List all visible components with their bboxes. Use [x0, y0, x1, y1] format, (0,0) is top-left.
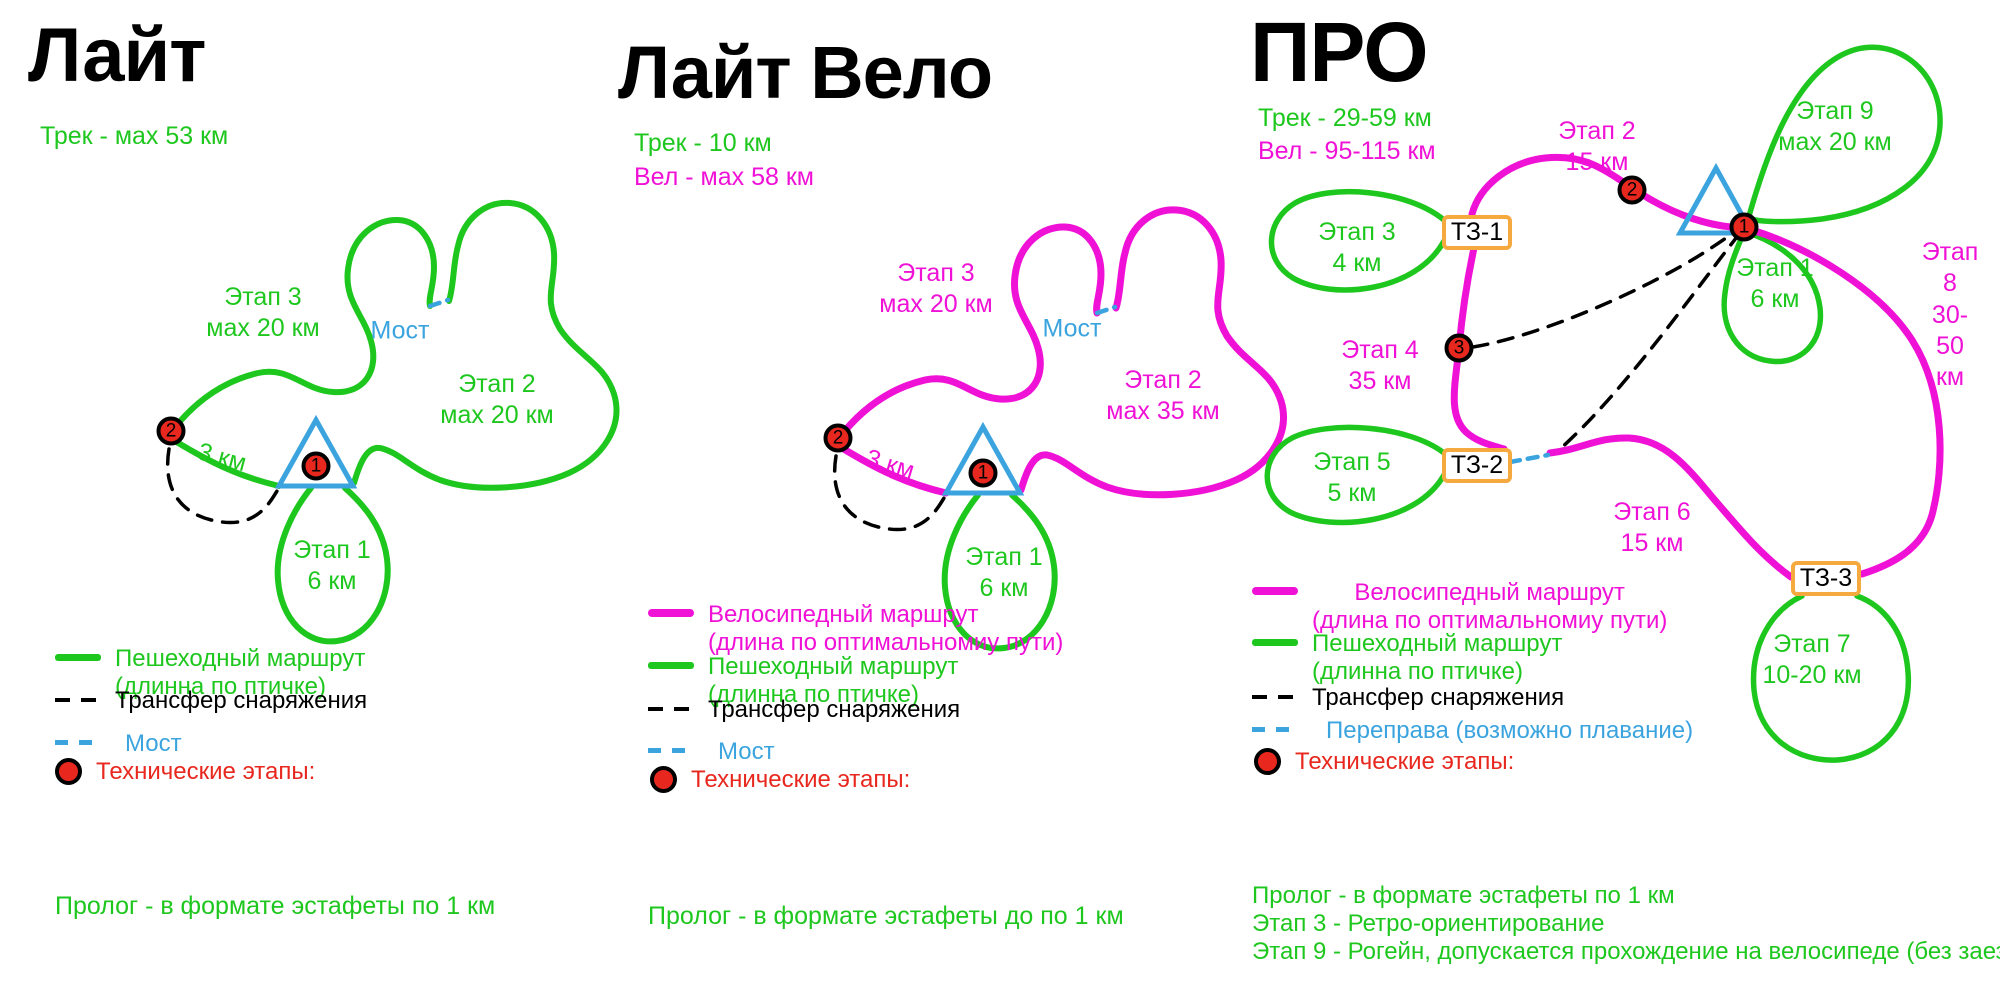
pro-legend-crossing: Переправа (возможно плавание) — [1252, 717, 1693, 745]
pro-track-info: Трек - 29-59 км — [1258, 104, 1432, 132]
pro-title: ПРО — [1250, 5, 1429, 99]
pro-bike-info: Вел - 95-115 км — [1258, 137, 1436, 165]
bike-legend-transfer: Трансфер снаряжения — [648, 696, 960, 724]
pro-stage1-loop — [1721, 229, 1824, 365]
bike-stage3-label: Этап 3 мах 20 км — [879, 258, 993, 318]
pro-stage5-loop — [1264, 424, 1447, 526]
light-legend-walk: Пешеходный маршрут (длинна по птичке) — [55, 645, 365, 700]
pro-stage8-label: Этап 8 30-50 км — [1921, 237, 1979, 391]
pro-stage3-loop — [1268, 188, 1447, 293]
light-stage2-label: Этап 2 мах 20 км — [440, 369, 554, 429]
pro-route-map — [1264, 44, 1944, 763]
light-bridge-label: Мост — [370, 316, 430, 345]
bike-stage2-label: Этап 2 мах 35 км — [1106, 365, 1220, 425]
pro-legend-transfer: Трансфер снаряжения — [1252, 684, 1564, 712]
pro-stage2-label: Этап 2 15 км — [1558, 116, 1636, 176]
pro-stage7-loop — [1750, 593, 1912, 763]
light-track-info: Трек - мах 53 км — [40, 122, 229, 150]
pro-footer-note-3: Этап 9 - Рогейн, допускается прохождение… — [1252, 938, 2000, 965]
pro-footer-note-1: Пролог - в формате эстафеты по 1 км — [1252, 882, 1675, 909]
light-legend-transfer: Трансфер снаряжения — [55, 687, 367, 715]
pro-stage7-label: Этап 7 10-20 км — [1762, 629, 1862, 689]
pro-tech-marker-3: 3 — [1444, 333, 1474, 363]
bike-track-info: Трек - 10 км — [634, 129, 772, 157]
pro-stage9-label: Этап 9 мах 20 км — [1778, 96, 1892, 156]
light-title: Лайт — [28, 13, 206, 98]
pro-bike-route-stage4 — [1450, 244, 1508, 453]
bike-legend-tech: Технические этапы: — [650, 766, 910, 794]
bike-title: Лайт Вело — [618, 31, 993, 114]
bike-footer-note: Пролог - в формате эстафеты до по 1 км — [648, 902, 1124, 930]
light-legend-bridge: Мост — [55, 730, 182, 758]
pro-stage9-loop — [1746, 44, 1943, 225]
pro-bike-route-stage8 — [1748, 226, 1944, 578]
bike-line-swatch — [648, 609, 694, 617]
tech-marker-swatch — [650, 766, 677, 793]
bridge-line-swatch — [55, 740, 101, 745]
pro-bike-route-stage6 — [1546, 434, 1795, 581]
pro-stage4-label: Этап 4 35 км — [1341, 335, 1419, 395]
pro-crossing-dash — [1507, 452, 1551, 465]
crossing-line-swatch — [1252, 727, 1298, 732]
bike-tech-marker-1: 1 — [968, 458, 998, 488]
pro-tz2-box: ТЗ-2 — [1442, 448, 1512, 483]
pro-tech-marker-1: 1 — [1729, 212, 1759, 242]
tech-marker-swatch — [55, 758, 82, 785]
pro-footer-note-2: Этап 3 - Ретро-ориентирование — [1252, 910, 1605, 937]
bike-legend-walk: Пешеходный маршрут (длинна по птичке) — [648, 653, 958, 708]
pro-tz1-box: ТЗ-1 — [1442, 215, 1512, 250]
pro-basecamp-triangle — [1675, 162, 1757, 236]
pro-legend-walk: Пешеходный маршрут (длинна по птичке) — [1252, 630, 1562, 685]
walk-line-swatch — [648, 662, 694, 669]
transfer-line-swatch — [648, 707, 694, 711]
bridge-line-swatch — [648, 748, 694, 753]
bike-bike-route — [839, 210, 1283, 495]
pro-tz3-box: ТЗ-3 — [1791, 561, 1861, 596]
bike-legend-bike: Велосипедный маршрут (длина по оптимально… — [648, 601, 1063, 656]
walk-line-swatch — [1252, 639, 1298, 646]
light-stage3-label: Этап 3 мах 20 км — [206, 282, 320, 342]
pro-tech-marker-2: 2 — [1617, 175, 1647, 205]
light-legend-tech: Технические этапы: — [55, 758, 315, 786]
walk-line-swatch — [55, 654, 101, 661]
transfer-line-swatch — [1252, 695, 1298, 699]
light-tech-marker-1: 1 — [301, 451, 331, 481]
pro-transfer-dash-1 — [1471, 227, 1741, 349]
bike-bike-info: Вел - мах 58 км — [634, 163, 814, 191]
pro-legend-tech: Технические этапы: — [1254, 748, 1514, 776]
light-footer-note: Пролог - в формате эстафеты по 1 км — [55, 892, 496, 920]
bike-tech-marker-2: 2 — [823, 423, 853, 453]
pro-legend-bike: Велосипедный маршрут (длина по оптимально… — [1252, 579, 1667, 634]
transfer-line-swatch — [55, 698, 101, 702]
tech-marker-swatch — [1254, 748, 1281, 775]
pro-transfer-dash-2 — [1558, 231, 1742, 451]
bike-legend-bridge: Мост — [648, 738, 775, 766]
bike-line-swatch — [1252, 587, 1298, 595]
pro-stage6-label: Этап 6 15 км — [1613, 497, 1691, 557]
light-tech-marker-2: 2 — [156, 416, 186, 446]
bike-bridge-label: Мост — [1042, 314, 1102, 343]
